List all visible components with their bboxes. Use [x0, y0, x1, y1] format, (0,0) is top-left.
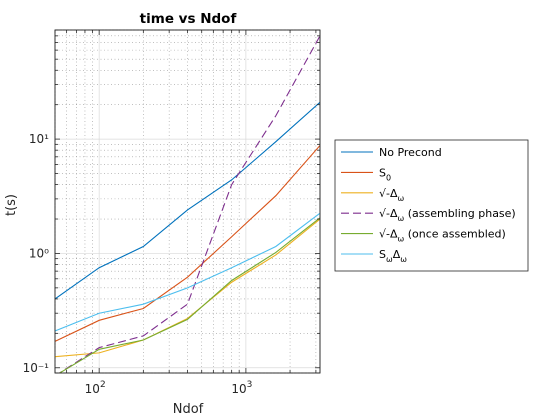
y-tick-label: 10⁰ [29, 246, 49, 260]
x-tick-label: 102 [85, 380, 106, 396]
series-line-1 [55, 101, 320, 300]
series-layer [55, 35, 320, 373]
legend-label: √-Δω (assembling phase) [379, 207, 516, 223]
legend-label: No Precond [379, 146, 442, 159]
y-axis-label: t(s) [4, 194, 19, 216]
major-grid [55, 30, 320, 373]
legend-label: √-Δω [379, 187, 405, 203]
series-line-4 [58, 35, 320, 373]
legend: No Precond S0 √-Δω √-Δω (assembling phase) √… [334, 139, 529, 272]
legend-label: S0 [379, 166, 391, 182]
y-tick-label: 10⁻¹ [23, 361, 50, 375]
axis-ticks [54, 29, 320, 374]
chart-title: time vs Ndof [140, 11, 237, 27]
series-line-6 [55, 212, 320, 332]
legend-label: √-Δω (once assembled) [379, 228, 506, 244]
series-line-3 [55, 218, 320, 358]
legend-label: SωΔω [379, 248, 407, 264]
y-tick-label: 10¹ [29, 132, 49, 146]
x-tick-label: 103 [231, 380, 252, 396]
tick-labels: 102 103 10⁻¹ 10⁰ 10¹ [23, 132, 253, 396]
series-line-5 [58, 217, 320, 373]
series-line-2 [55, 145, 320, 342]
legend-box [334, 139, 529, 272]
x-axis-label: Ndof [173, 402, 204, 417]
